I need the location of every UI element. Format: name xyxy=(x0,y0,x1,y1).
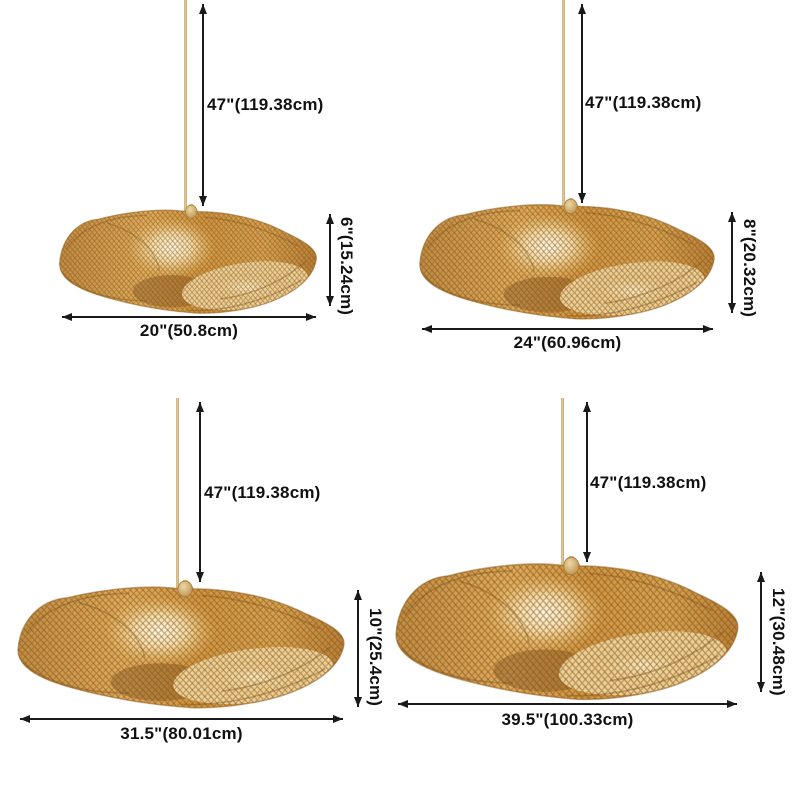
shade-width-label: 24"(60.96cm) xyxy=(513,333,622,352)
shade-width-label: 20"(50.8cm) xyxy=(139,321,239,340)
shade-width-dimension-line xyxy=(20,718,343,720)
shade-height-label: 10"(25.4cm) xyxy=(366,608,385,707)
shade-width-label: 39.5"(100.33cm) xyxy=(501,710,634,729)
drop-height-label: 47"(119.38cm) xyxy=(585,93,702,112)
shade-width-dimension-line xyxy=(422,328,713,330)
drop-height-label: 47"(119.38cm) xyxy=(204,483,321,502)
drop-height-dimension-line xyxy=(202,4,204,206)
shade-height-label: 12"(30.48cm) xyxy=(769,588,788,696)
drop-height-dimension-line xyxy=(581,4,583,203)
shade-width-dimension-line xyxy=(398,703,737,705)
shade-height-dimension-line xyxy=(329,214,331,306)
pendant-cord xyxy=(176,398,179,590)
pendant-cord xyxy=(561,398,564,568)
bamboo-pendant-lamp xyxy=(58,204,318,316)
drop-height-dimension-line xyxy=(199,402,201,582)
drop-height-dimension-line xyxy=(586,402,588,562)
bamboo-pendant-lamp xyxy=(394,556,740,703)
shade-width-dimension-line xyxy=(62,316,316,318)
drop-height-label: 47"(119.38cm) xyxy=(207,95,324,114)
shade-height-dimension-line xyxy=(760,572,762,692)
shade-height-dimension-line xyxy=(731,212,733,313)
bamboo-pendant-lamp xyxy=(16,580,346,711)
shade-height-label: 6"(15.24cm) xyxy=(337,217,356,316)
pendant-cord xyxy=(184,0,187,213)
drop-height-label: 47"(119.38cm) xyxy=(590,473,707,492)
shade-width-label: 31.5"(80.01cm) xyxy=(120,724,243,743)
pendant-cord xyxy=(562,0,565,210)
shade-height-label: 8"(20.32cm) xyxy=(740,219,759,318)
bamboo-pendant-lamp xyxy=(418,198,716,322)
shade-height-dimension-line xyxy=(357,590,359,707)
